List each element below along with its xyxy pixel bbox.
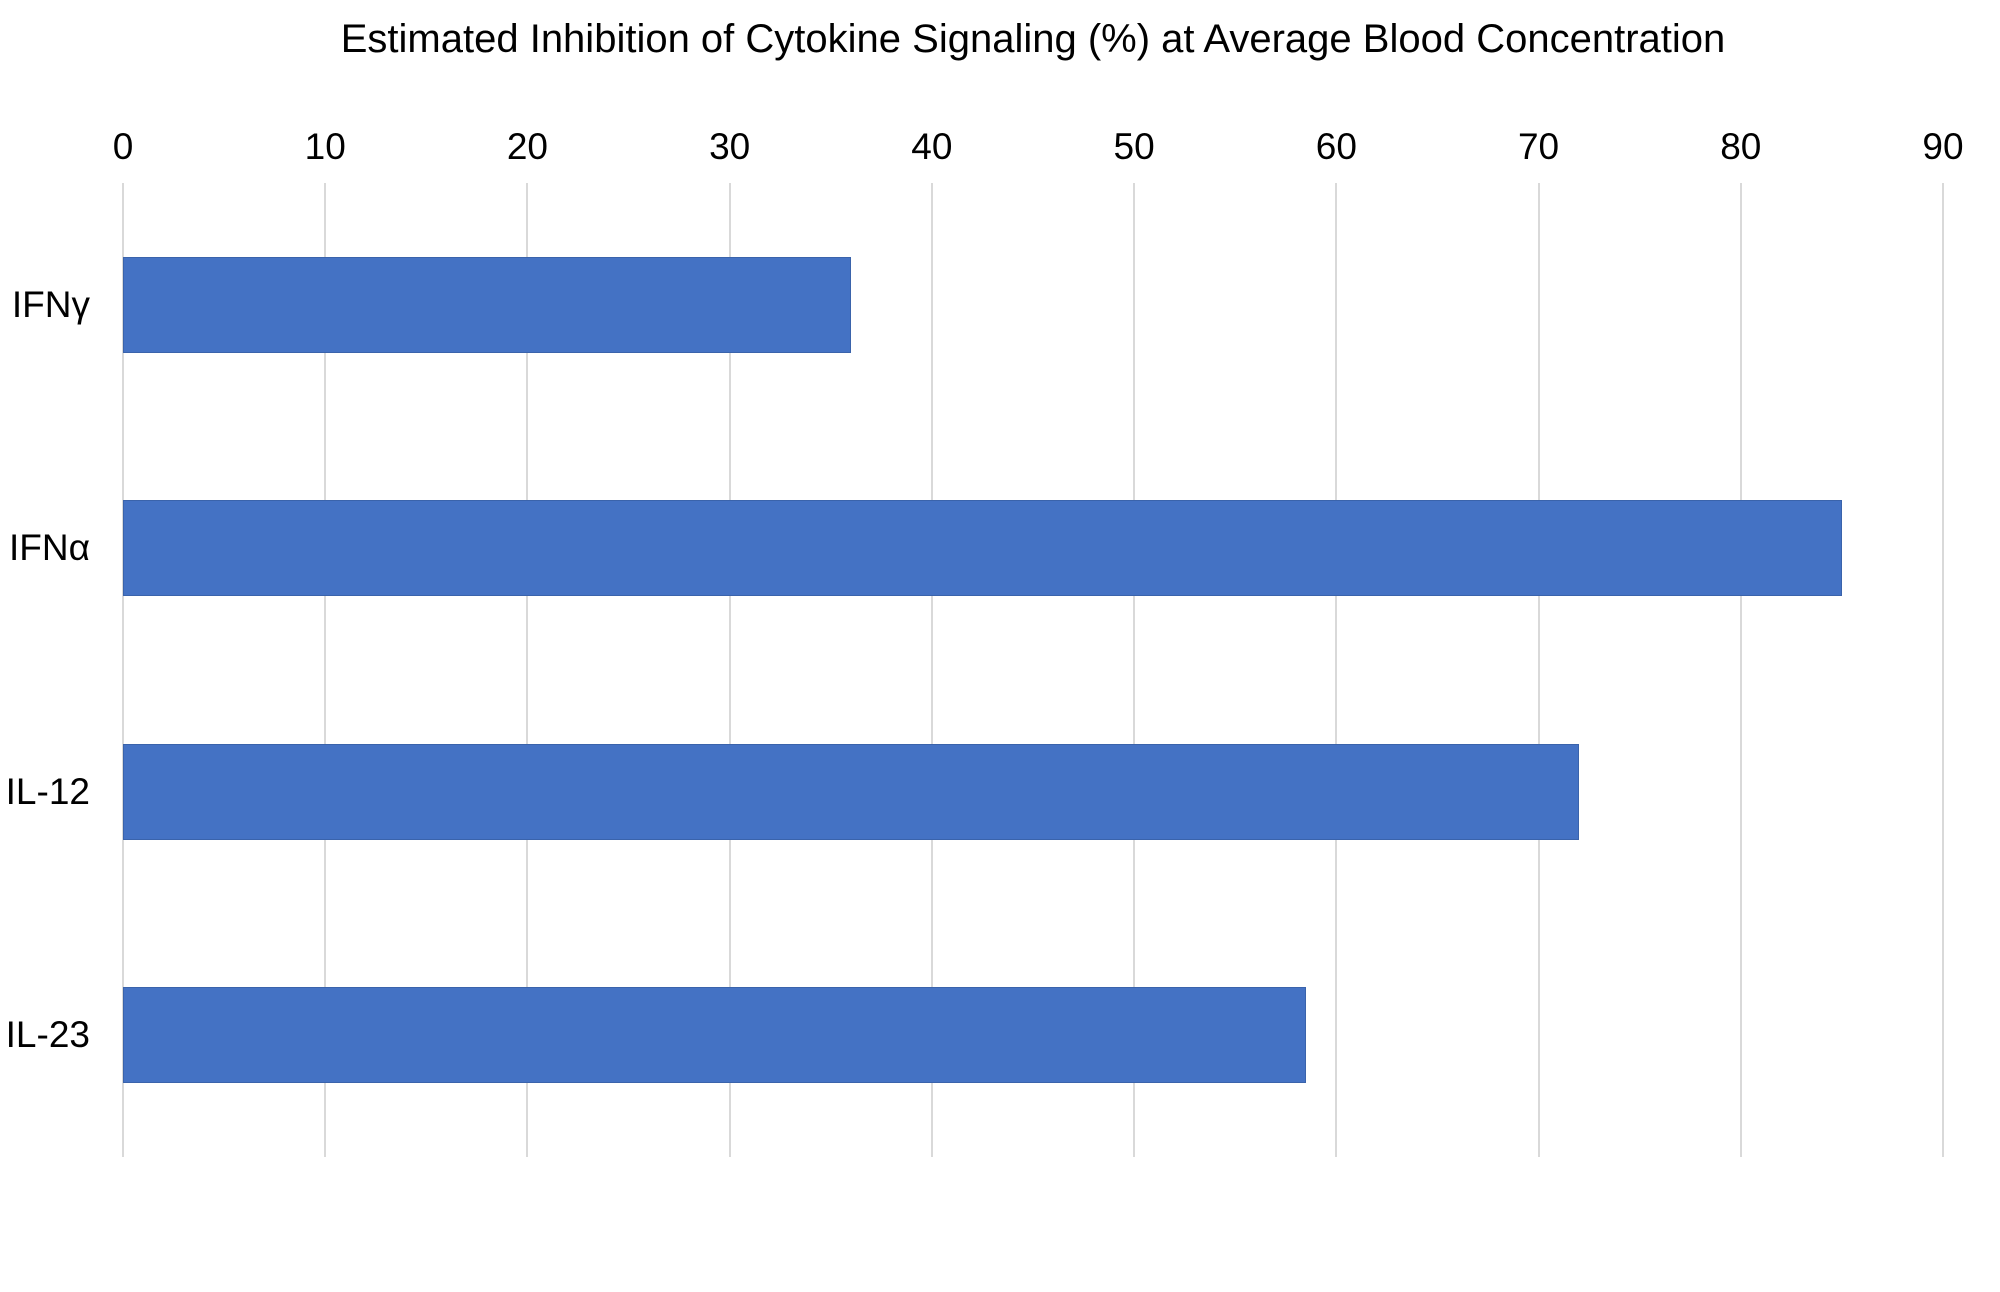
x-tick-label: 10 <box>304 126 346 167</box>
x-tick-label: 90 <box>1922 126 1964 167</box>
bar <box>123 500 1842 597</box>
gridline <box>930 183 933 1157</box>
bar-row: IFNγ <box>12 183 1943 427</box>
gridline <box>1335 183 1338 1157</box>
category-label: IL-23 <box>5 1014 90 1056</box>
plot-area: IFNγ IFNα IL-12 IL-23 <box>6 183 1944 1158</box>
x-tick-label: 30 <box>709 126 751 167</box>
gridlines-layer <box>122 183 1944 1157</box>
x-tick-label: 70 <box>1517 126 1560 167</box>
gridline <box>324 183 327 1157</box>
bar-row: IL-12 <box>6 670 1943 914</box>
category-label: IFNα <box>9 527 90 569</box>
gridline <box>1739 183 1742 1157</box>
bar-row: IFNα <box>9 427 1943 671</box>
bar <box>123 743 1579 840</box>
x-axis-tick-labels: 0 10 20 30 40 50 60 70 80 90 <box>113 118 1964 176</box>
gridline <box>1942 183 1944 1157</box>
x-tick-label: 80 <box>1720 126 1762 167</box>
x-tick-label: 60 <box>1315 126 1357 167</box>
chart-title: Estimated Inhibition of Cytokine Signali… <box>340 17 1726 61</box>
gridline <box>1537 183 1540 1157</box>
x-tick-label: 0 <box>112 126 134 167</box>
gridline <box>122 183 124 1157</box>
bar <box>123 987 1306 1084</box>
category-label: IL-12 <box>5 770 90 812</box>
gridline <box>1133 183 1136 1157</box>
bars-layer: IFNγ IFNα IL-12 IL-23 <box>6 183 1943 1158</box>
bar <box>123 256 851 353</box>
category-label: IFNγ <box>11 283 90 325</box>
gridline <box>728 183 731 1157</box>
x-tick-label: 40 <box>911 126 953 167</box>
x-tick-label: 20 <box>506 126 549 167</box>
x-tick-label: 50 <box>1113 126 1155 167</box>
gridline <box>526 183 529 1157</box>
bar-row: IL-23 <box>6 914 1943 1158</box>
